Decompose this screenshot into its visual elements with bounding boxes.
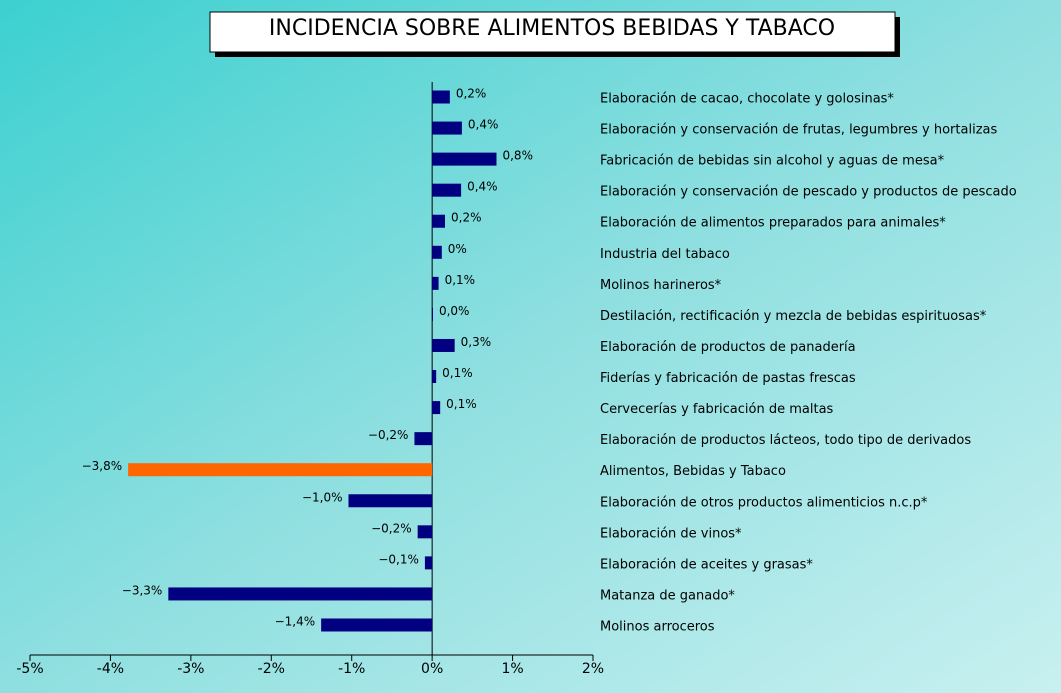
bar: [432, 401, 441, 415]
category-label: Matanza de ganado*: [600, 588, 735, 603]
bar: [417, 525, 433, 539]
value-label: −1,0%: [302, 490, 343, 504]
x-tick-label: -1%: [338, 661, 365, 677]
value-label: −3,3%: [122, 583, 163, 597]
category-label: Elaboración de vinos*: [600, 526, 742, 541]
value-label: 0,8%: [502, 149, 533, 163]
value-label: 0,2%: [456, 87, 487, 101]
value-label: 0,4%: [467, 180, 498, 194]
category-label: Elaboración de aceites y grasas*: [600, 557, 813, 572]
category-label: Elaboración de productos lácteos, todo t…: [600, 433, 971, 448]
category-label: Elaboración y conservación de frutas, le…: [600, 123, 997, 138]
category-label: Elaboración de productos de panadería: [600, 340, 856, 355]
chart-title: INCIDENCIA SOBRE ALIMENTOS BEBIDAS Y TAB…: [269, 16, 835, 41]
bar: [432, 214, 446, 228]
bar: [432, 307, 433, 321]
category-label: Fabricación de bebidas sin alcohol y agu…: [600, 154, 945, 169]
bar: [432, 338, 455, 352]
bar: [348, 494, 433, 508]
bar: [432, 152, 497, 166]
category-label: Elaboración de alimentos preparados para…: [600, 216, 946, 231]
category-label: Elaboración y conservación de pescado y …: [600, 185, 1017, 200]
category-label: Industria del tabaco: [600, 247, 730, 262]
bar: [321, 618, 433, 632]
bar: [168, 587, 433, 601]
category-label: Alimentos, Bebidas y Tabaco: [600, 464, 786, 479]
bar: [414, 432, 433, 446]
value-label: −1,4%: [275, 615, 316, 629]
bar: [432, 276, 439, 290]
value-label: 0,1%: [446, 397, 477, 411]
category-label: Fiderías y fabricación de pastas frescas: [600, 371, 856, 386]
value-label: 0,3%: [461, 335, 492, 349]
x-tick-label: 2%: [582, 661, 604, 677]
x-tick-label: -5%: [16, 661, 43, 677]
category-label: Molinos harineros*: [600, 278, 722, 293]
value-label: 0,1%: [445, 273, 476, 287]
value-label: 0,0%: [439, 304, 470, 318]
category-label: Destilación, rectificación y mezcla de b…: [600, 309, 987, 324]
category-label: Cervecerías y fabricación de maltas: [600, 402, 834, 417]
x-tick-label: -2%: [258, 661, 285, 677]
value-label: 0,1%: [442, 366, 473, 380]
title-box: [209, 11, 896, 53]
value-label: 0,2%: [451, 211, 482, 225]
bar: [432, 183, 462, 197]
x-tick-label: 0%: [421, 661, 443, 677]
category-label: Elaboración de otros productos alimentic…: [600, 495, 928, 510]
category-label: Molinos arroceros: [600, 620, 715, 635]
bar: [432, 370, 437, 384]
x-tick-label: -4%: [97, 661, 124, 677]
category-label: Elaboración de cacao, chocolate y golosi…: [600, 92, 894, 107]
bar: [432, 245, 442, 259]
bar: [432, 90, 450, 104]
value-label: 0%: [448, 242, 467, 256]
value-label: −0,1%: [378, 552, 419, 566]
x-tick-label: 1%: [501, 661, 523, 677]
value-label: −3,8%: [82, 459, 123, 473]
x-tick-label: -3%: [177, 661, 204, 677]
bar: [432, 121, 462, 135]
bar: [424, 556, 433, 570]
bar: [128, 463, 433, 477]
value-label: 0,4%: [468, 118, 499, 132]
value-label: −0,2%: [368, 428, 409, 442]
value-label: −0,2%: [371, 521, 412, 535]
